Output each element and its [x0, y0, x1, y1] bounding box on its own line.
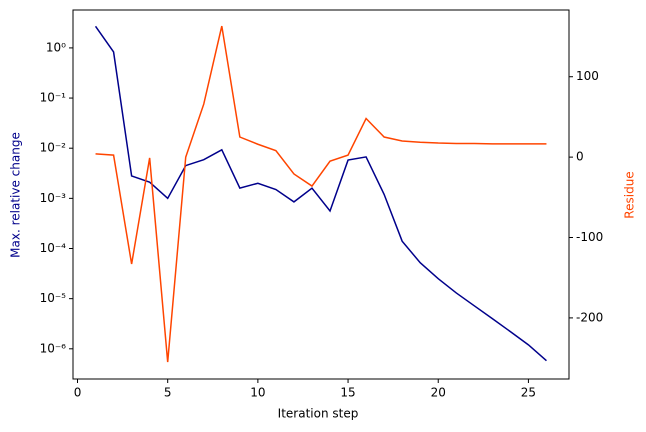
x-tick-label: 5 — [164, 386, 172, 400]
x-tick-label: 25 — [521, 386, 536, 400]
y2-tick-label: 0 — [576, 150, 584, 164]
series-line — [94, 25, 547, 362]
y-tick-label: 10⁻³ — [40, 191, 67, 205]
y2-tick-label: 100 — [576, 69, 599, 83]
y2-axis-label: Residue — [623, 171, 637, 218]
y-tick-label: 10⁻⁵ — [40, 291, 67, 305]
y-tick-label: 10⁻⁶ — [40, 341, 67, 355]
series-line — [95, 25, 547, 363]
y-tick-label: 10⁻¹ — [40, 91, 67, 105]
y-tick-label: 10⁰ — [46, 40, 66, 54]
y2-tick-label: -200 — [576, 310, 603, 324]
x-tick-label: 20 — [431, 386, 446, 400]
plot-frame — [72, 9, 570, 380]
y-tick-label: 10⁻² — [40, 141, 67, 155]
y-axis-label: Max. relative change — [9, 132, 23, 258]
x-axis-label: Iteration step — [278, 407, 359, 421]
y-tick-label: 10⁻⁴ — [40, 241, 67, 255]
x-tick-label: 10 — [250, 386, 265, 400]
x-tick-label: 15 — [340, 386, 355, 400]
x-tick-label: 0 — [74, 386, 82, 400]
y2-tick-label: -100 — [576, 230, 603, 244]
